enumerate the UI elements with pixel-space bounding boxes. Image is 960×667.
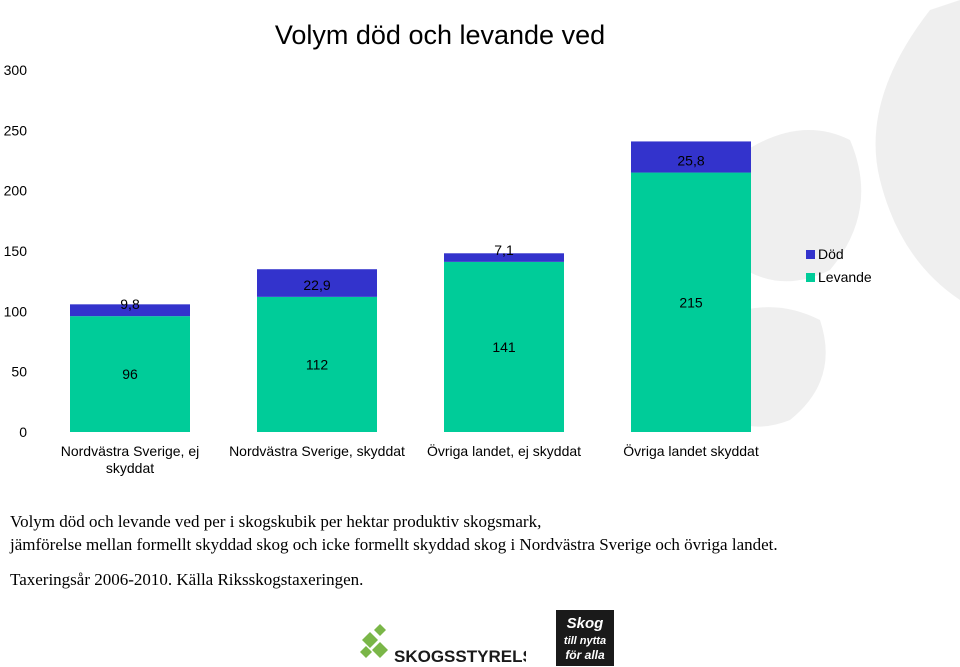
legend: Död Levande	[806, 246, 872, 285]
bar-död	[70, 304, 190, 317]
bar-död	[444, 253, 564, 262]
skogsstyrelsen-logo: SKOGSSTYRELSEN	[360, 624, 526, 666]
x-category-label: Nordvästra Sverige, skyddat	[229, 443, 405, 459]
legend-swatch-levande	[806, 273, 815, 282]
data-label-dod: 9,8	[120, 296, 140, 312]
data-label-levande: 112	[306, 356, 329, 372]
x-category-label: Nordvästra Sverige, ej	[61, 443, 200, 459]
y-tick-label: 50	[11, 364, 27, 380]
figure-caption: Volym död och levande ved per i skogskub…	[10, 510, 940, 591]
bars: 96 9,8 112 22,9 141 7,1 215 25,8	[70, 141, 751, 433]
skog-logo-line2: till nytta	[564, 635, 606, 647]
data-label-dod: 22,9	[303, 277, 330, 293]
y-tick-label: 100	[4, 303, 28, 319]
y-tick-label: 300	[4, 62, 28, 78]
skog-logo-line1: Skog	[567, 615, 604, 632]
bar-levande	[257, 296, 377, 432]
chart-title: Volym död och levande ved	[274, 20, 606, 50]
skogsstyrelsen-emblem-icon	[360, 624, 388, 658]
data-label-levande: 215	[679, 294, 703, 310]
skog-till-nytta-logo: Skog till nytta för alla	[556, 610, 614, 666]
data-label-dod: 25,8	[677, 153, 704, 169]
x-category-label: skyddat	[106, 460, 154, 476]
bar-levande	[631, 172, 751, 433]
data-label-dod: 7,1	[494, 242, 514, 258]
legend-swatch-död	[806, 250, 815, 259]
skog-logo-line3: för alla	[565, 648, 605, 662]
x-category-label: Övriga landet, ej skyddat	[427, 442, 581, 459]
stacked-bar-chart: 0 50 100 150 200 250 300 96 9,8 112 22,9 141 7,1 215…	[4, 62, 872, 476]
y-tick-label: 200	[4, 183, 28, 199]
legend-label-död: Död	[818, 246, 844, 262]
bar-död	[257, 269, 377, 297]
caption-line-2: jämförelse mellan formellt skyddad skog …	[10, 535, 778, 554]
data-label-levande: 96	[122, 366, 138, 382]
caption-line-1: Volym död och levande ved per i skogskub…	[10, 512, 542, 531]
y-tick-label: 150	[4, 243, 28, 259]
skogsstyrelsen-wordmark: SKOGSSTYRELSEN	[394, 647, 526, 666]
bar-levande	[444, 261, 564, 432]
bar-levande	[70, 316, 190, 432]
x-category-label: Övriga landet skyddat	[623, 442, 759, 459]
data-label-levande: 141	[492, 339, 516, 355]
y-tick-label: 0	[19, 424, 27, 440]
y-tick-label: 250	[4, 122, 28, 138]
caption-source: Taxeringsår 2006-2010. Källa Riksskogsta…	[10, 570, 364, 589]
y-axis: 0 50 100 150 200 250 300	[4, 62, 28, 440]
legend-label-levande: Levande	[818, 269, 872, 285]
bar-död	[631, 141, 751, 173]
